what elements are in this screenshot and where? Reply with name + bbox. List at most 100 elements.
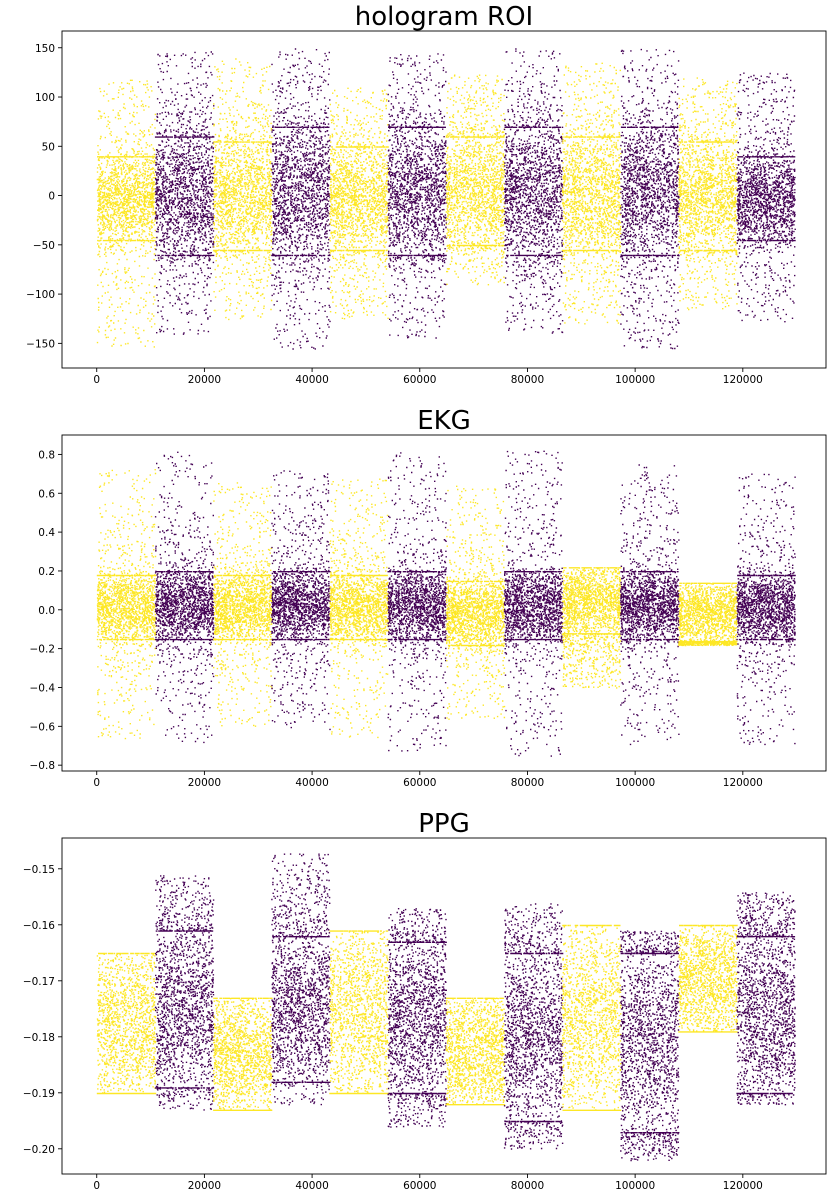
x-tick-label: 60000	[403, 777, 436, 789]
y-tick-label: −0.16	[23, 920, 55, 932]
scatter-segment-yellow	[213, 482, 273, 727]
y-tick-label: −0.15	[23, 864, 55, 876]
scatter-segment-yellow	[561, 567, 622, 689]
scatter-points-yellow	[445, 485, 506, 720]
scatter-points-purple	[620, 464, 680, 746]
chart-panel-3: PPG 0 20000 40000 60000 80000 100000 120000 −0.1…	[23, 809, 827, 1192]
scatter-points-purple	[387, 908, 447, 1128]
y-tick-label: −0.17	[23, 976, 55, 988]
scatter-points	[96, 450, 796, 757]
y-tick-label: 50	[42, 141, 55, 153]
scatter-points-purple	[736, 891, 796, 1106]
scatter-segment-purple	[620, 930, 680, 1162]
y-tick-label: 0.6	[38, 488, 55, 500]
scatter-segment-purple	[620, 464, 680, 746]
x-tick-label: 0	[93, 1180, 100, 1192]
scatter-points-yellow	[561, 62, 622, 325]
scatter-points-purple	[271, 48, 331, 350]
scatter-segment-purple	[736, 72, 796, 323]
axes-frame	[61, 30, 827, 369]
x-tick-label: 100000	[615, 777, 655, 789]
y-tick-label: −0.2	[30, 644, 56, 656]
x-tick-label: 80000	[511, 1180, 544, 1192]
scatter-points-yellow	[213, 997, 273, 1111]
y-tick-label: 0.0	[38, 605, 55, 617]
x-tick-label: 20000	[188, 777, 221, 789]
scatter-points-purple	[620, 930, 680, 1162]
x-tick-label: 0	[93, 777, 100, 789]
scatter-points-yellow	[678, 77, 738, 311]
scatter-points-purple	[736, 473, 796, 746]
x-tick-label: 0	[93, 374, 100, 386]
scatter-points-purple	[620, 48, 680, 350]
scatter-segment-yellow	[329, 930, 389, 1095]
chart-panel-1: hologram ROI 0 20000 40000 60000 80000 100000 1…	[26, 2, 827, 386]
scatter-segment-purple	[620, 48, 680, 350]
scatter-points-yellow	[445, 997, 506, 1106]
scatter-points-purple	[154, 451, 215, 744]
scatter-segment-yellow	[445, 74, 506, 286]
scatter-points-purple	[736, 72, 796, 323]
scatter-points-yellow	[561, 924, 622, 1111]
scatter-points-yellow	[329, 930, 389, 1095]
y-tick-label: 100	[35, 92, 55, 104]
scatter-points-purple	[271, 470, 331, 731]
scatter-segment-purple	[736, 891, 796, 1106]
scatter-points-purple	[387, 452, 447, 752]
scatter-segment-purple	[154, 51, 215, 335]
chart-title: EKG	[417, 406, 471, 436]
x-tick-label: 100000	[615, 1180, 655, 1192]
x-tick-label: 120000	[723, 777, 763, 789]
scatter-segment-yellow	[96, 952, 157, 1095]
scatter-points-yellow	[96, 952, 157, 1095]
scatter-segment-yellow	[678, 582, 738, 647]
scatter-points-yellow	[678, 924, 738, 1033]
y-tick-label: −0.6	[30, 721, 56, 733]
scatter-segment-purple	[387, 452, 447, 752]
scatter-points-yellow	[213, 482, 273, 727]
scatter-segment-purple	[503, 48, 564, 334]
scatter-points-purple	[154, 51, 215, 335]
x-tick-label: 20000	[188, 1180, 221, 1192]
scatter-points-purple	[503, 48, 564, 334]
x-tick-label: 40000	[295, 1180, 328, 1192]
scatter-segment-purple	[271, 470, 331, 731]
scatter-points	[96, 853, 796, 1162]
scatter-points-yellow	[213, 58, 273, 321]
scatter-points-yellow	[329, 87, 389, 320]
chart-panel-2: EKG 0 20000 40000 60000 80000 100000 120000 0.8 0…	[30, 406, 827, 789]
scatter-segment-yellow	[445, 485, 506, 720]
scatter-segment-purple	[271, 48, 331, 350]
scatter-segment-yellow	[445, 997, 506, 1106]
x-tick-label: 80000	[511, 374, 544, 386]
scatter-segment-yellow	[678, 924, 738, 1033]
y-tick-label: −150	[26, 338, 55, 350]
scatter-points-purple	[503, 450, 564, 757]
y-tick-label: 0.2	[38, 566, 55, 578]
y-tick-label: 0.4	[38, 527, 55, 539]
scatter-segment-yellow	[213, 997, 273, 1111]
y-tick-label: −50	[33, 240, 55, 252]
scatter-points-yellow	[96, 79, 157, 348]
scatter-segment-yellow	[213, 58, 273, 321]
x-tick-label: 20000	[188, 374, 221, 386]
x-tick-label: 100000	[615, 374, 655, 386]
scatter-segment-yellow	[96, 469, 157, 740]
axes-frame	[61, 837, 827, 1175]
scatter-segment-purple	[387, 53, 447, 339]
y-tick-label: 150	[35, 43, 55, 55]
x-tick-label: 120000	[723, 374, 763, 386]
x-tick-label: 60000	[403, 374, 436, 386]
scatter-segment-purple	[736, 473, 796, 746]
scatter-segment-yellow	[96, 79, 157, 348]
scatter-points-yellow	[96, 469, 157, 740]
chart-title: hologram ROI	[355, 2, 533, 32]
scatter-segment-yellow	[678, 77, 738, 311]
scatter-segment-yellow	[329, 87, 389, 320]
x-tick-label: 60000	[403, 1180, 436, 1192]
scatter-points	[96, 48, 796, 350]
scatter-segment-purple	[154, 451, 215, 744]
scatter-segment-yellow	[329, 478, 389, 739]
scatter-points-yellow	[678, 582, 738, 647]
